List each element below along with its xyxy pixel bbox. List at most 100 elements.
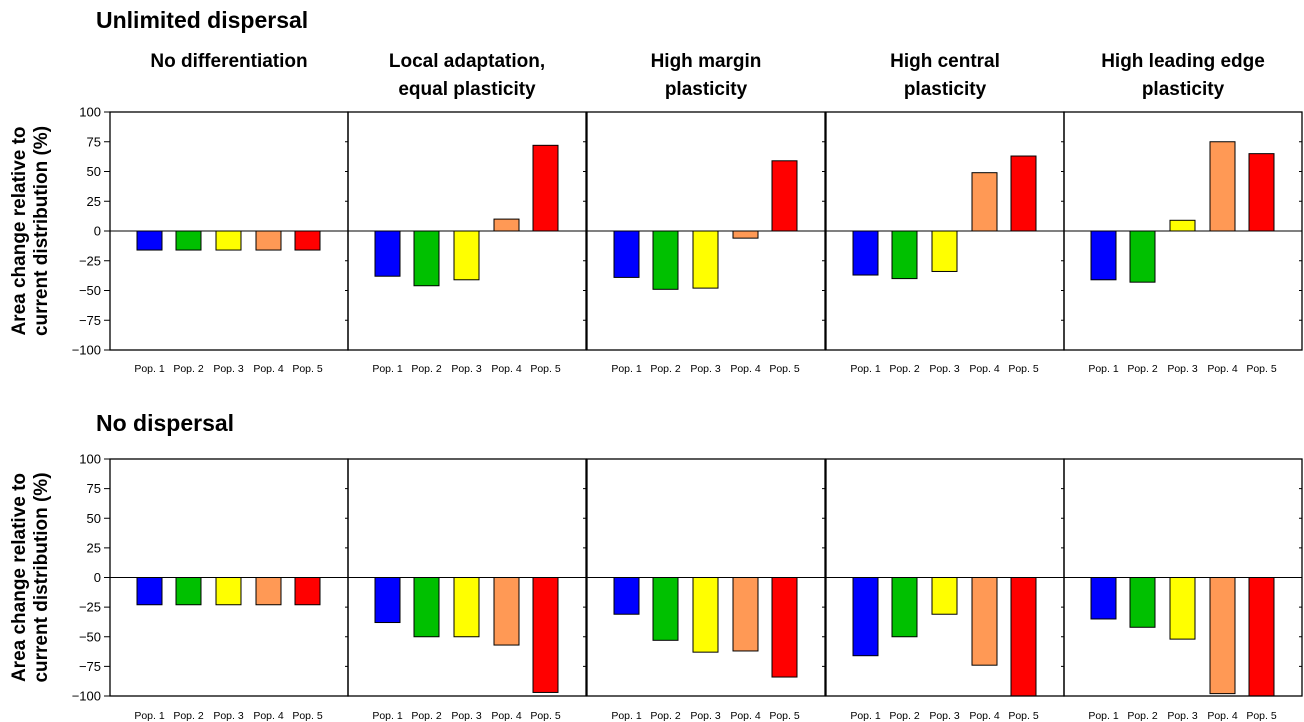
y-tick-label: 25 bbox=[87, 540, 101, 555]
bar bbox=[613, 577, 640, 615]
x-tick-label: Pop. 3 bbox=[929, 710, 960, 722]
panel: Pop. 1 Pop. 2 Pop. 3 Pop. 4 Pop. 5 bbox=[347, 111, 587, 375]
y-tick-label: 100 bbox=[79, 452, 101, 467]
bar bbox=[1169, 219, 1196, 232]
panel-title: High margin bbox=[651, 51, 762, 72]
panel: Pop. 1 Pop. 2 Pop. 3 Pop. 4 Pop. 5 bbox=[825, 111, 1065, 375]
x-tick-label: Pop. 1 bbox=[850, 363, 881, 375]
y-tick-label: −100 bbox=[72, 689, 101, 704]
bar bbox=[613, 230, 640, 278]
bar bbox=[931, 230, 958, 272]
bar bbox=[294, 230, 321, 251]
x-tick-label: Pop. 4 bbox=[969, 363, 1000, 375]
bar bbox=[1090, 577, 1117, 620]
y-axis-label: Area change relative tocurrent distribut… bbox=[9, 472, 52, 682]
x-tick-label: Pop. 5 bbox=[1246, 363, 1277, 375]
x-tick-label: Pop. 5 bbox=[1008, 710, 1039, 722]
x-tick-label: Pop. 5 bbox=[1246, 710, 1277, 722]
bar bbox=[692, 230, 719, 289]
bar bbox=[1010, 155, 1037, 232]
x-tick-label: Pop. 1 bbox=[611, 710, 642, 722]
section-title: Unlimited dispersal bbox=[96, 7, 308, 33]
bar bbox=[215, 230, 242, 251]
x-tick-label: Pop. 2 bbox=[173, 363, 204, 375]
y-tick-label: 0 bbox=[94, 224, 101, 239]
panel: Pop. 1 Pop. 2 Pop. 3 Pop. 4 Pop. 5 bbox=[586, 111, 826, 375]
panel: Pop. 1 Pop. 2 Pop. 3 Pop. 4 Pop. 5 bbox=[1063, 458, 1303, 722]
x-tick-label: Pop. 1 bbox=[372, 710, 403, 722]
bar bbox=[532, 144, 559, 232]
bar bbox=[1129, 577, 1156, 628]
bar bbox=[891, 230, 918, 280]
panel: Pop. 1 Pop. 2 Pop. 3 Pop. 4 Pop. 5 bbox=[109, 111, 349, 375]
bar bbox=[255, 577, 282, 606]
y-tick-label: −50 bbox=[79, 283, 101, 298]
x-tick-label: Pop. 5 bbox=[292, 710, 323, 722]
y-tick-label: 100 bbox=[79, 105, 101, 120]
x-tick-label: Pop. 3 bbox=[213, 363, 244, 375]
bar bbox=[215, 577, 242, 606]
y-tick-label: 75 bbox=[87, 481, 101, 496]
x-tick-label: Pop. 4 bbox=[491, 710, 522, 722]
panel: Pop. 1 Pop. 2 Pop. 3 Pop. 4 Pop. 5 bbox=[347, 458, 587, 722]
section-title: No dispersal bbox=[96, 410, 234, 436]
y-tick-label: 75 bbox=[87, 134, 101, 149]
panel: Pop. 1 Pop. 2 Pop. 3 Pop. 4 Pop. 5 bbox=[586, 458, 826, 722]
bar bbox=[971, 172, 998, 232]
bar bbox=[1209, 141, 1236, 232]
y-tick-label: 50 bbox=[87, 164, 101, 179]
x-tick-label: Pop. 1 bbox=[850, 710, 881, 722]
x-tick-label: Pop. 2 bbox=[411, 363, 442, 375]
x-tick-label: Pop. 1 bbox=[611, 363, 642, 375]
bar bbox=[374, 230, 401, 277]
bar bbox=[1010, 577, 1037, 697]
x-tick-label: Pop. 1 bbox=[134, 710, 165, 722]
x-tick-label: Pop. 4 bbox=[1207, 710, 1238, 722]
x-tick-label: Pop. 1 bbox=[372, 363, 403, 375]
x-tick-label: Pop. 2 bbox=[889, 363, 920, 375]
x-tick-label: Pop. 5 bbox=[530, 363, 561, 375]
panel: Pop. 1 Pop. 2 Pop. 3 Pop. 4 Pop. 5 bbox=[1063, 111, 1303, 375]
bar bbox=[692, 577, 719, 653]
x-tick-label: Pop. 2 bbox=[889, 710, 920, 722]
bar bbox=[891, 577, 918, 638]
y-tick-label: 50 bbox=[87, 511, 101, 526]
panel-title: plasticity bbox=[904, 79, 987, 100]
bar bbox=[453, 577, 480, 638]
bar bbox=[493, 218, 520, 232]
x-tick-label: Pop. 2 bbox=[1127, 363, 1158, 375]
bar bbox=[374, 577, 401, 624]
y-tick-label: −25 bbox=[79, 253, 101, 268]
bar bbox=[1248, 577, 1275, 697]
x-tick-label: Pop. 3 bbox=[690, 710, 721, 722]
x-tick-label: Pop. 5 bbox=[769, 710, 800, 722]
panel: Pop. 1 Pop. 2 Pop. 3 Pop. 4 Pop. 5 bbox=[109, 458, 349, 722]
x-tick-label: Pop. 4 bbox=[969, 710, 1000, 722]
x-tick-label: Pop. 5 bbox=[530, 710, 561, 722]
bar bbox=[1248, 153, 1275, 232]
x-tick-label: Pop. 4 bbox=[730, 363, 761, 375]
y-axis-label: Area change relative tocurrent distribut… bbox=[9, 126, 52, 336]
bar bbox=[413, 230, 440, 287]
bar bbox=[771, 577, 798, 678]
x-tick-label: Pop. 4 bbox=[491, 363, 522, 375]
x-tick-label: Pop. 4 bbox=[1207, 363, 1238, 375]
bar bbox=[493, 577, 520, 646]
bar bbox=[971, 577, 998, 666]
x-tick-label: Pop. 2 bbox=[411, 710, 442, 722]
bar bbox=[1090, 230, 1117, 281]
y-tick-label: −50 bbox=[79, 629, 101, 644]
x-tick-label: Pop. 5 bbox=[1008, 363, 1039, 375]
panel-title: High leading edge bbox=[1101, 51, 1265, 72]
x-tick-label: Pop. 2 bbox=[1127, 710, 1158, 722]
bar bbox=[175, 230, 202, 251]
bar bbox=[1209, 577, 1236, 695]
y-tick-label: −75 bbox=[79, 313, 101, 328]
x-tick-label: Pop. 1 bbox=[134, 363, 165, 375]
bar bbox=[136, 577, 163, 606]
panel-title: plasticity bbox=[1142, 79, 1225, 100]
x-tick-label: Pop. 3 bbox=[451, 363, 482, 375]
bar bbox=[652, 577, 679, 641]
x-tick-label: Pop. 4 bbox=[253, 710, 284, 722]
bar bbox=[852, 577, 879, 657]
